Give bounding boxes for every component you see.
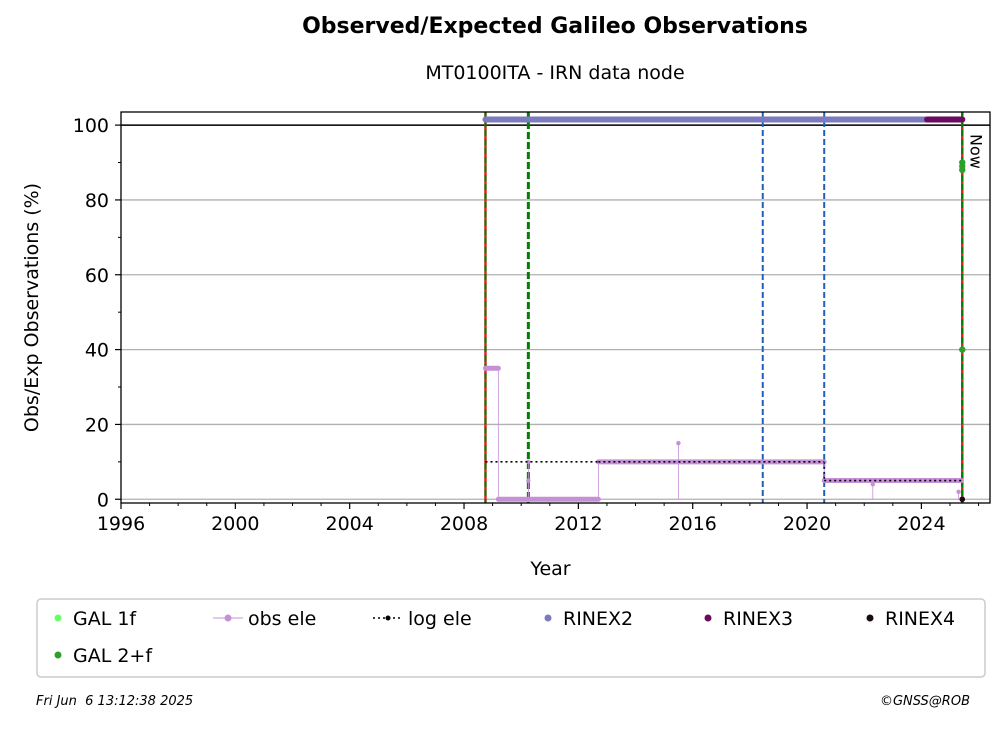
legend-marker (704, 614, 712, 622)
y-tick-label: 0 (97, 489, 109, 511)
y-tick-label: 100 (73, 115, 109, 137)
chart-plot: Now 0 20 40 60 80 100 1996 2000 2004 2008 2012 2016 2… (21, 111, 991, 678)
x-tick-label: 2024 (897, 513, 945, 535)
legend-marker (385, 615, 391, 621)
y-tick-label: 20 (85, 414, 109, 436)
obs-ele-point (676, 440, 681, 446)
x-tick-label: 2000 (211, 513, 259, 535)
legend-label: RINEX4 (885, 608, 955, 630)
x-tick-label: 2012 (554, 513, 602, 535)
now-label: Now (966, 134, 985, 169)
legend-item: GAL 1f (54, 608, 137, 630)
y-tick-label: 80 (85, 190, 109, 212)
y-axis-label: Obs/Exp Observations (%) (21, 183, 43, 432)
obs-ele-point (526, 459, 531, 465)
obs-ele-point (870, 482, 875, 487)
legend-item: RINEX4 (866, 608, 955, 630)
gal-2f-point (959, 346, 966, 353)
legend-label: obs ele (248, 608, 316, 630)
legend-marker (224, 614, 232, 622)
plot-frame (120, 111, 991, 504)
legend-label: GAL 2+f (73, 645, 153, 667)
y-tick-label: 40 (85, 340, 109, 362)
chart-subtitle: MT0100ITA - IRN data node (425, 62, 685, 84)
x-tick-label: 2016 (669, 513, 717, 535)
legend-item: RINEX3 (704, 608, 793, 630)
rinex4-point (959, 496, 966, 503)
legend-item: obs ele (213, 608, 316, 630)
legend-marker (866, 614, 874, 622)
footer-copyright: ©GNSS@ROB (879, 694, 970, 709)
legend-label: RINEX2 (563, 608, 633, 630)
obs-ele-point (956, 489, 961, 494)
legend-label: log ele (408, 608, 472, 630)
legend-label: RINEX3 (723, 608, 793, 630)
legend-marker (54, 614, 62, 622)
legend-item: log ele (373, 608, 472, 630)
footer-timestamp: Fri Jun 6 13:12:38 2025 (36, 694, 194, 709)
legend-label: GAL 1f (73, 608, 137, 630)
x-axis-label: Year (529, 558, 570, 580)
legend-item: GAL 2+f (54, 645, 153, 667)
y-tick-label: 60 (85, 265, 109, 287)
obs-ele-point (526, 478, 531, 483)
chart-title: Observed/Expected Galileo Observations (302, 14, 808, 39)
x-tick-label: 2020 (783, 513, 831, 535)
x-tick-label: 2004 (326, 513, 374, 535)
legend-marker (54, 651, 62, 659)
x-tick-label: 1996 (97, 513, 145, 535)
legend-frame (36, 598, 986, 678)
legend-marker (544, 614, 552, 622)
legend-item: RINEX2 (544, 608, 633, 630)
gal-2f-point (959, 166, 966, 174)
legend: GAL 1f obs ele log ele RINEX2 RINEX3 RINEX4 GA… (36, 598, 986, 678)
x-tick-label: 2008 (440, 513, 488, 535)
